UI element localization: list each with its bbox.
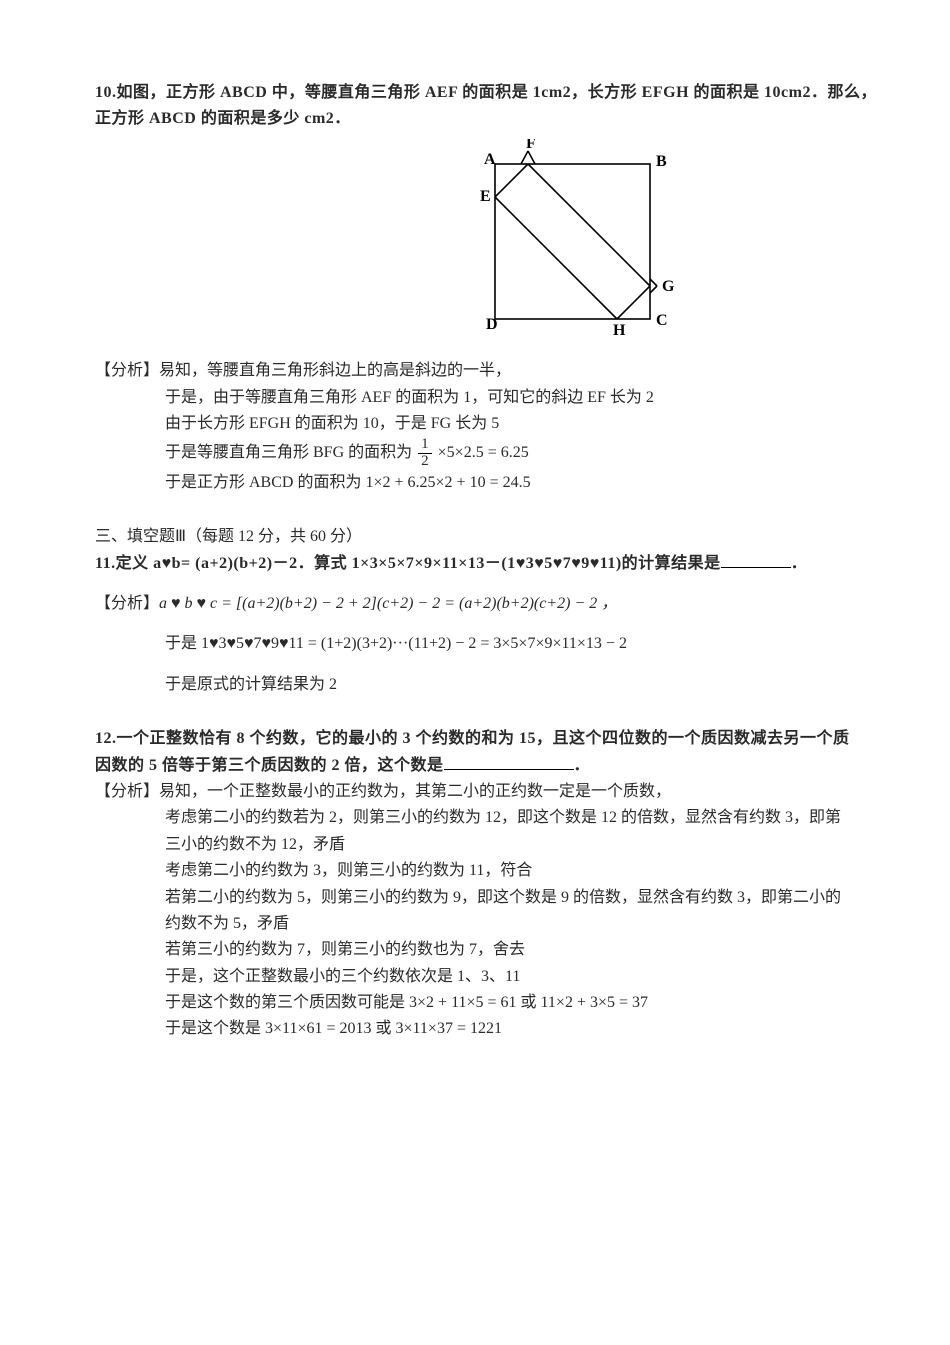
q11-l2: 于是 1♥3♥5♥7♥9♥11 = (1+2)(3+2)···(11+2) − … <box>165 635 627 652</box>
q10-l5: 于是正方形 ABCD 的面积为 1×2 + 6.25×2 + 10 = 24.5 <box>95 470 950 496</box>
q12-stem-line2: 因数的 5 倍等于第三个质因数的 2 倍，这个数是 ． <box>95 753 950 779</box>
q10-stem-line2: 正方形 ABCD 的面积是多少 cm2． <box>95 106 950 132</box>
label-H: H <box>613 322 626 339</box>
q11-analysis: 【分析】 a ♥ b ♥ c = [(a+2)(b+2) − 2 + 2](c+… <box>95 591 950 617</box>
q11-l2-wrap: 于是 1♥3♥5♥7♥9♥11 = (1+2)(3+2)···(11+2) − … <box>95 631 950 657</box>
q12-l2b: 三小的约数不为 12，矛盾 <box>95 832 950 858</box>
q12-l4: 若第二小的约数为 5，则第三小的约数为 9，即这个数是 9 的倍数，显然含有约数… <box>95 885 950 911</box>
label-G: G <box>662 278 675 295</box>
q11-l3: 于是原式的计算结果为 2 <box>95 672 950 698</box>
label-C: C <box>656 312 668 329</box>
label-E: E <box>480 188 491 205</box>
q12-l8b: 3×11×61 = 2013 或 3×11×37 = 1221 <box>265 1020 502 1037</box>
q10-l3: 由于长方形 EFGH 的面积为 10，于是 FG 长为 5 <box>95 411 950 437</box>
analysis-tag: 【分析】 <box>95 591 159 617</box>
q12-l6: 于是，这个正整数最小的三个约数依次是 1、3、11 <box>95 964 950 990</box>
q12-l4b: 约数不为 5，矛盾 <box>95 911 950 937</box>
section-3-heading: 三、填空题Ⅲ（每题 12 分，共 60 分） <box>95 524 950 550</box>
q12-l8: 于是这个数是 3×11×61 = 2013 或 3×11×37 = 1221 <box>95 1016 950 1042</box>
q10-l4b: ×5×2.5 = 6.25 <box>438 444 529 461</box>
q11-stem: 11.定义 a♥b= (a+2)(b+2)－2．算式 1×3×5×7×9×11×… <box>95 551 950 577</box>
q12-stem-b: 因数的 5 倍等于第三个质因数的 2 倍，这个数是 <box>95 757 444 774</box>
q11-stem-text: 11.定义 a♥b= (a+2)(b+2)－2．算式 1×3×5×7×9×11×… <box>95 555 721 572</box>
question-10: 10.如图，正方形 ABCD 中，等腰直角三角形 AEF 的面积是 1cm2，长… <box>95 80 950 496</box>
label-F: F <box>526 139 536 152</box>
q12-l2: 考虑第二小的约数若为 2，则第三小的约数为 12，即这个数是 12 的倍数，显然… <box>95 805 950 831</box>
q10-l4: 于是等腰直角三角形 BFG 的面积为 1 2 ×5×2.5 = 6.25 <box>95 437 950 470</box>
fraction-half: 1 2 <box>418 437 432 470</box>
analysis-tag: 【分析】 <box>95 779 159 805</box>
label-D: D <box>486 316 498 333</box>
q10-stem-line1: 10.如图，正方形 ABCD 中，等腰直角三角形 AEF 的面积是 1cm2，长… <box>95 80 950 106</box>
q11-stem-end: ． <box>791 555 808 572</box>
q12-stem-line1: 12.一个正整数恰有 8 个约数，它的最小的 3 个约数的和为 15，且这个四位… <box>95 726 950 752</box>
q12-l7: 于是这个数的第三个质因数可能是 3×2 + 11×5 = 61 或 11×2 +… <box>95 990 950 1016</box>
q12-analysis: 【分析】 易知，一个正整数最小的正约数为，其第二小的正约数一定是一个质数， <box>95 779 950 805</box>
q12-l7b: 3×2 + 11×5 = 61 或 11×2 + 3×5 = 37 <box>409 994 648 1011</box>
q12-l7a: 于是这个数的第三个质因数可能是 <box>165 994 405 1011</box>
question-12: 12.一个正整数恰有 8 个约数，它的最小的 3 个约数的和为 15，且这个四位… <box>95 726 950 1043</box>
q10-l2: 于是，由于等腰直角三角形 AEF 的面积为 1，可知它的斜边 EF 长为 2 <box>95 385 950 411</box>
analysis-tag: 【分析】 <box>95 358 159 384</box>
frac-den: 2 <box>418 454 432 470</box>
q12-l8a: 于是这个数是 <box>165 1020 261 1037</box>
q12-l5: 若第三小的约数为 7，则第三小的约数也为 7，舍去 <box>95 937 950 963</box>
q10-l5a: 于是正方形 ABCD 的面积为 <box>165 474 361 491</box>
q10-l4a: 于是等腰直角三角形 BFG 的面积为 <box>165 444 412 461</box>
question-11: 11.定义 a♥b= (a+2)(b+2)－2．算式 1×3×5×7×9×11×… <box>95 551 950 699</box>
q12-l1: 易知，一个正整数最小的正约数为，其第二小的正约数一定是一个质数， <box>159 779 671 805</box>
square-diagram: A B C D E F G H <box>450 139 690 339</box>
q11-blank <box>721 551 791 568</box>
frac-num: 1 <box>418 437 432 454</box>
q10-figure: A B C D E F G H <box>95 139 950 348</box>
q11-l1: a ♥ b ♥ c = [(a+2)(b+2) − 2 + 2](c+2) − … <box>159 591 617 617</box>
q10-l5b: 1×2 + 6.25×2 + 10 = 24.5 <box>365 474 530 491</box>
q10-analysis: 【分析】 易知，等腰直角三角形斜边上的高是斜边的一半， <box>95 358 950 384</box>
q10-l1: 易知，等腰直角三角形斜边上的高是斜边的一半， <box>159 358 511 384</box>
q12-l3: 考虑第二小的约数为 3，则第三小的约数为 11，符合 <box>95 858 950 884</box>
label-B: B <box>656 153 667 170</box>
q12-blank <box>444 753 574 770</box>
label-A: A <box>484 151 496 168</box>
q12-stem-end: ． <box>574 757 591 774</box>
